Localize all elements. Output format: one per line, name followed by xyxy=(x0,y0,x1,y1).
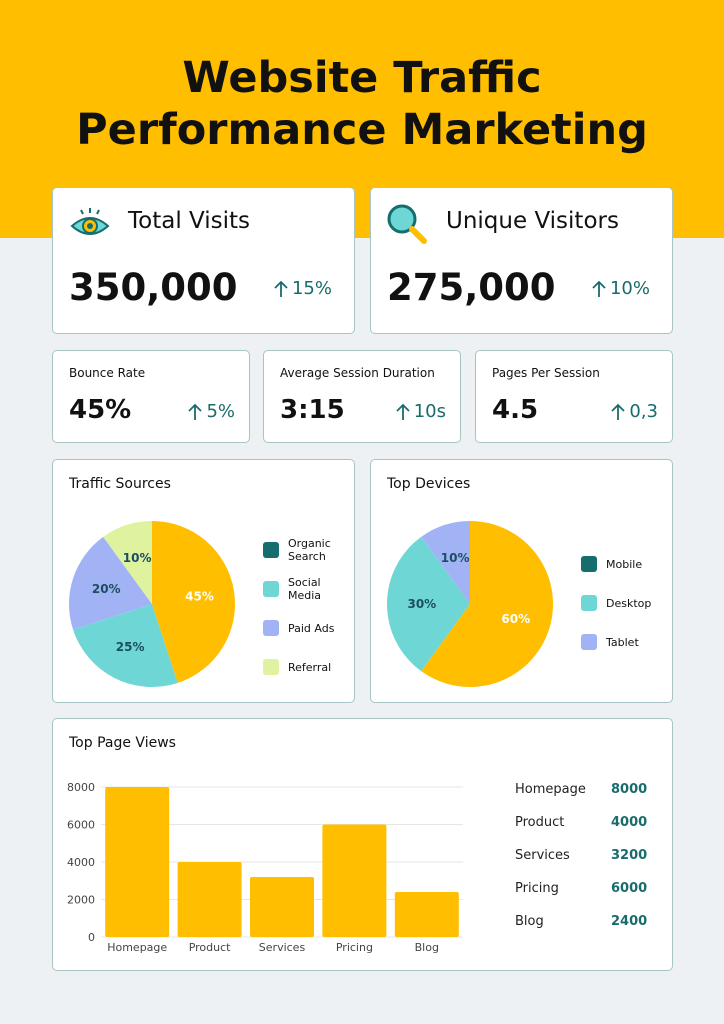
up-arrow xyxy=(611,403,625,420)
bar xyxy=(394,892,459,937)
data-label: 10% xyxy=(123,551,152,565)
up-arrow xyxy=(274,280,288,297)
table-label: Pricing xyxy=(515,881,559,896)
table-label: Services xyxy=(515,848,570,863)
table-value: 2400 xyxy=(611,914,647,929)
y-tick-label: 6000 xyxy=(67,819,95,832)
legend-label: Social Media xyxy=(288,576,322,602)
bar xyxy=(250,877,314,937)
table-value: 6000 xyxy=(611,881,647,896)
pie-slice xyxy=(103,521,152,604)
up-arrow xyxy=(188,403,203,420)
table-label: Product xyxy=(515,815,564,830)
legend-swatch xyxy=(263,659,279,675)
y-tick-label: 8000 xyxy=(67,781,95,794)
legend-label: Organic Search xyxy=(288,537,331,563)
y-tick-label: 0 xyxy=(88,931,95,944)
x-tick-label: Services xyxy=(259,941,306,954)
pie-slice xyxy=(421,521,553,687)
stat-card: Pages Per Session 4.5 0,3 xyxy=(475,350,673,443)
stat-value: 4.5 xyxy=(492,395,539,425)
legend-label: Tablet xyxy=(606,635,639,649)
chart-title: Top Page Views xyxy=(69,735,176,751)
chart-card: Top Page Views 0 2000 4000 6000 8000 Homepage H… xyxy=(52,718,673,971)
stat-change-text: 10s xyxy=(413,401,446,422)
pie-chart: 45% 25% 20% 10% xyxy=(69,521,236,687)
kpi-change: 10% xyxy=(592,278,650,299)
up-arrow xyxy=(592,280,606,297)
data-label: 30% xyxy=(407,597,436,611)
data-label: 60% xyxy=(501,612,530,626)
stat-change: 10s xyxy=(396,401,446,422)
legend-label: Referral xyxy=(288,660,332,674)
pie-slice xyxy=(387,536,470,672)
legend-label: Mobile xyxy=(606,557,643,571)
eye-icon xyxy=(70,208,110,235)
bar xyxy=(177,862,242,937)
kpi-change-text: 15% xyxy=(291,278,332,299)
table-value: 4000 xyxy=(611,815,647,830)
data-label: 45% xyxy=(185,589,214,603)
stat-change: 5% xyxy=(188,401,235,422)
stat-value: 45% xyxy=(69,395,132,425)
search-icon xyxy=(387,204,427,244)
stat-label: Average Session Duration xyxy=(280,366,435,380)
kpi-value: 275,000 xyxy=(387,266,556,309)
bar-chart: 0 2000 4000 6000 8000 Homepage Homepage 8000 Pro… xyxy=(67,781,647,954)
stat-change-text: 0,3 xyxy=(629,401,658,422)
stat-card: Average Session Duration 3:15 10s xyxy=(263,350,461,443)
title-line: Performance Marketing xyxy=(76,105,648,155)
data-label: 25% xyxy=(116,640,145,654)
data-label: 10% xyxy=(441,551,470,565)
kpi-card: Unique Visitors 275,000 10% xyxy=(370,187,673,334)
x-tick-label: Pricing xyxy=(336,941,373,954)
bar xyxy=(322,824,387,937)
x-tick-label: Homepage xyxy=(107,941,167,954)
stat-change: 0,3 xyxy=(611,401,658,422)
legend-label: Paid Ads xyxy=(288,621,335,635)
kpi-label: Total Visits xyxy=(128,208,251,234)
stat-label: Bounce Rate xyxy=(69,366,146,380)
pie-chart: 60% 30% 10% xyxy=(387,521,553,687)
up-arrow xyxy=(396,403,410,420)
kpi-card: Total Visits 350,000 15% xyxy=(52,187,355,334)
legend-swatch xyxy=(581,595,597,611)
stat-label: Pages Per Session xyxy=(492,366,600,380)
kpi-label: Unique Visitors xyxy=(446,208,619,234)
pie-slice xyxy=(152,521,236,683)
data-label: 20% xyxy=(92,582,121,596)
stat-card: Bounce Rate 45% 5% xyxy=(52,350,250,443)
y-tick-label: 4000 xyxy=(67,856,95,869)
kpi-change-text: 10% xyxy=(609,278,650,299)
page-title: Website Traffic Performance Marketing xyxy=(0,52,724,156)
y-tick-label: 2000 xyxy=(67,894,95,907)
legend-swatch xyxy=(581,556,597,572)
legend-swatch xyxy=(263,581,279,597)
legend-swatch xyxy=(263,542,279,558)
kpi-change: 15% xyxy=(274,278,332,299)
legend-label: Desktop xyxy=(606,596,652,610)
chart-card: Top Devices 60% 30% 10% Mobile Desktop Tablet xyxy=(370,459,673,703)
table-label: Blog xyxy=(515,914,544,929)
pie-slice xyxy=(73,604,178,687)
chart-title: Traffic Sources xyxy=(69,476,171,492)
title-line: Website Traffic xyxy=(182,53,542,103)
stat-change-text: 5% xyxy=(206,401,235,422)
legend-swatch xyxy=(263,620,279,636)
legend-swatch xyxy=(581,634,597,650)
bar xyxy=(105,787,170,937)
table-label: Homepage xyxy=(515,782,586,797)
kpi-value: 350,000 xyxy=(69,266,238,309)
chart-card: Traffic Sources 45% 25% 20% 10% Organic Searc… xyxy=(52,459,355,703)
pie-slice xyxy=(421,521,470,604)
x-tick-label: Product xyxy=(189,941,231,954)
chart-title: Top Devices xyxy=(387,476,471,492)
table-value: 3200 xyxy=(611,848,647,863)
x-tick-label: Blog xyxy=(415,941,439,954)
stat-value: 3:15 xyxy=(280,395,345,425)
pie-slice xyxy=(69,536,152,630)
table-value: 8000 xyxy=(611,782,647,797)
